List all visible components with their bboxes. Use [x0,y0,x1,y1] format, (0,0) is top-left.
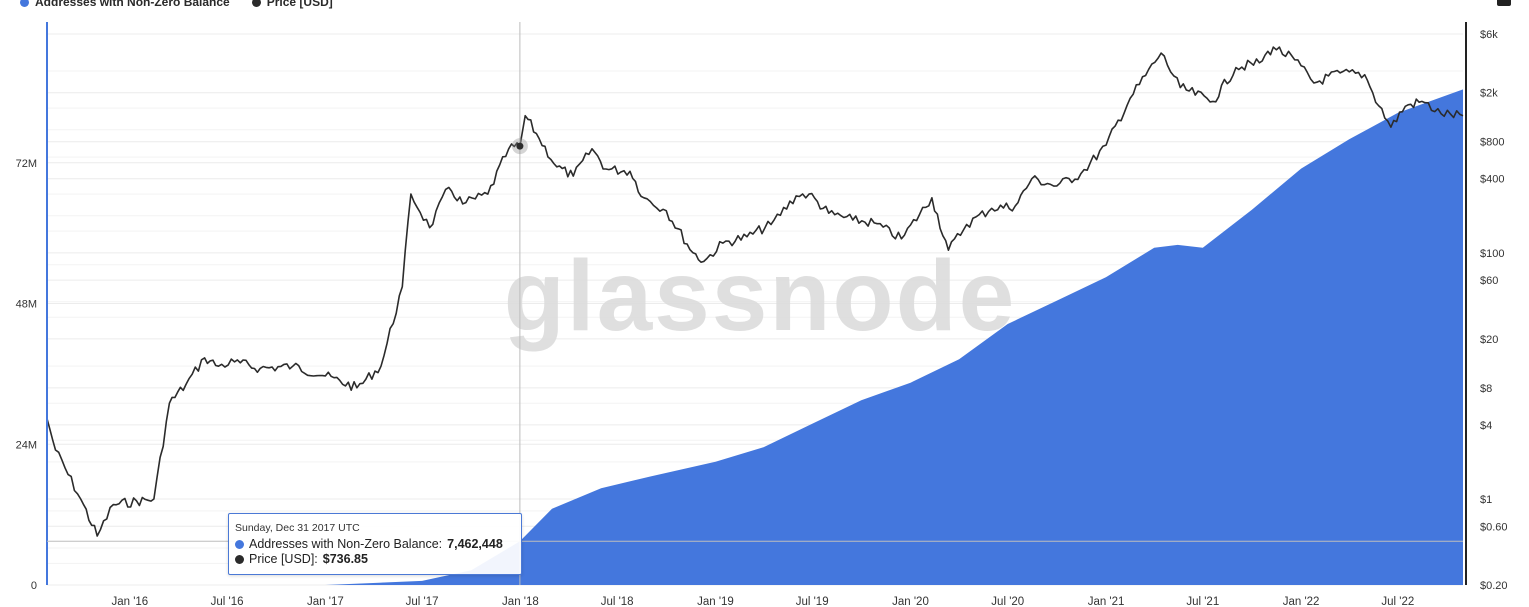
y-right-tick-label: $2k [1480,88,1498,100]
x-tick-label: Jan '16 [111,596,148,607]
x-tick-label: Jul '20 [991,596,1024,607]
y-right-tick-label: $8 [1480,383,1492,395]
x-tick-label: Jul '18 [601,596,634,607]
x-tick-label: Jan '20 [892,596,929,607]
x-tick-label: Jan '19 [697,596,734,607]
addresses-series [47,89,1463,586]
tooltip-date: Sunday, Dec 31 2017 UTC [235,522,360,534]
y-left-tick-label: 24M [16,439,37,451]
x-tick-label: Jan '17 [307,596,344,607]
legend-dot-price [251,0,261,7]
y-right-tick-label: $60 [1480,275,1498,287]
y-right-tick-label: $6k [1480,29,1498,41]
y-right-tick-label: $4 [1480,420,1492,432]
addresses-area [47,89,1463,586]
y-right-tick-label: $100 [1480,248,1504,260]
x-tick-label: Jul '17 [406,596,439,607]
legend-item-addresses[interactable]: Addresses with Non-Zero Balance [20,0,230,9]
legend-label-addresses: Addresses with Non-Zero Balance [35,0,230,9]
x-tick-label: Jul '16 [211,596,244,607]
y-right-tick-label: $400 [1480,174,1504,186]
tooltip-value-price: $736.85 [322,552,368,566]
x-tick-label: Jul '19 [796,596,829,607]
y-left-tick-label: 0 [31,580,37,592]
price-line [46,46,1464,537]
axes: 0 24M 48M 72M $6k $2k $800 $400 $100 $60 $20 $8 $4 $1… [16,22,1508,607]
tooltip-value-addresses: 7,462,448 [447,537,503,551]
tooltip-dot-addresses [235,539,244,549]
price-hover-marker [516,142,524,150]
legend-item-price[interactable]: Price [USD] [251,0,333,9]
chart-legend: Addresses with Non-Zero Balance Price [U… [20,0,333,9]
y-left-tick-label: 48M [16,299,37,311]
tooltip-dot-price [235,554,244,564]
y-right-tick-label: $0.60 [1480,521,1508,533]
tooltip-label-price: Price [USD]: [249,552,318,566]
price-series [46,46,1464,537]
y-right-tick-label: $0.20 [1480,580,1508,592]
legend-dot-addresses [20,0,29,7]
y-right-tick-label: $800 [1480,137,1504,149]
chart-menu-button[interactable] [1497,0,1511,6]
tooltip-row-price: Price [USD]: $736.85 [235,552,368,566]
x-tick-label: Jan '21 [1088,596,1125,607]
tooltip-label-addresses: Addresses with Non-Zero Balance: [249,537,443,551]
tooltip-row-addresses: Addresses with Non-Zero Balance: 7,462,4… [235,537,503,551]
x-tick-label: Jul '21 [1186,596,1219,607]
x-tick-label: Jan '22 [1283,596,1320,607]
hover-tooltip: Sunday, Dec 31 2017 UTC Addresses with N… [228,513,522,575]
x-tick-label: Jul '22 [1381,596,1414,607]
watermark: glassnode [504,240,1017,352]
legend-label-price: Price [USD] [266,0,333,9]
x-tick-label: Jan '18 [502,596,539,607]
y-left-tick-label: 72M [16,158,37,170]
y-right-tick-label: $1 [1480,494,1492,506]
y-right-tick-label: $20 [1480,334,1498,346]
